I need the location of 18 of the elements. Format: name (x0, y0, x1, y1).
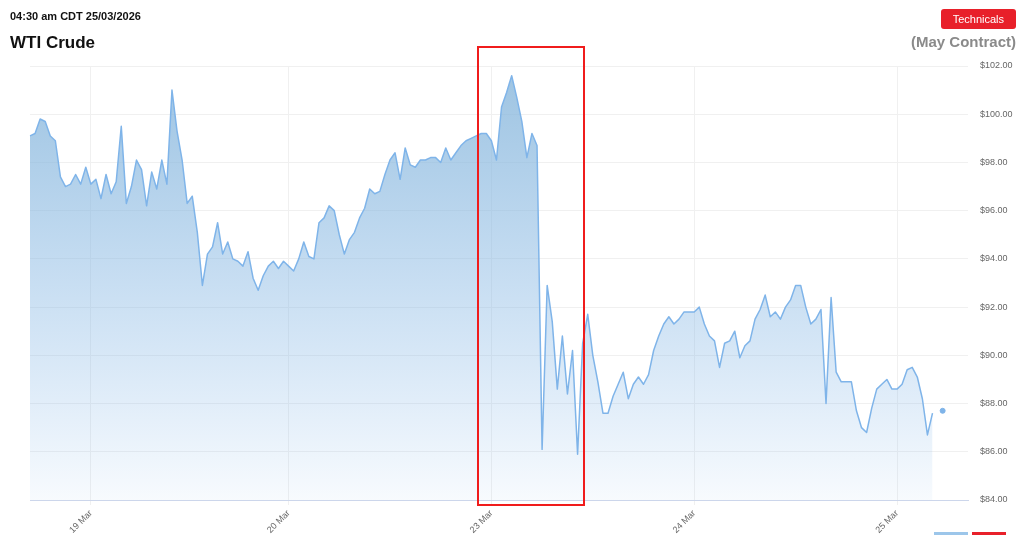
y-tick-label: $94.00 (980, 253, 1008, 264)
y-tick-label: $98.00 (980, 156, 1008, 167)
x-tick-label: 24 Mar (670, 507, 698, 535)
y-tick-label: $90.00 (980, 349, 1008, 360)
y-tick-label: $100.00 (980, 108, 1013, 119)
y-tick-label: $96.00 (980, 205, 1008, 216)
x-tick-label: 20 Mar (264, 507, 292, 535)
y-tick-label: $84.00 (980, 494, 1008, 505)
y-tick-label: $88.00 (980, 398, 1008, 409)
x-tick-label: 25 Mar (873, 507, 901, 535)
text: 04:30 am CDT 25/03/2026 (10, 10, 141, 22)
x-tick-label: 19 Mar (67, 507, 95, 535)
y-tick-label: $102.00 (980, 60, 1013, 71)
chart-title: WTI Crude (10, 33, 95, 53)
y-tick-label: $86.00 (980, 446, 1008, 457)
x-tick-label: 23 Mar (467, 507, 495, 535)
y-tick-label: $92.00 (980, 301, 1008, 312)
chart-subtitle: (May Contract) (910, 33, 1016, 50)
